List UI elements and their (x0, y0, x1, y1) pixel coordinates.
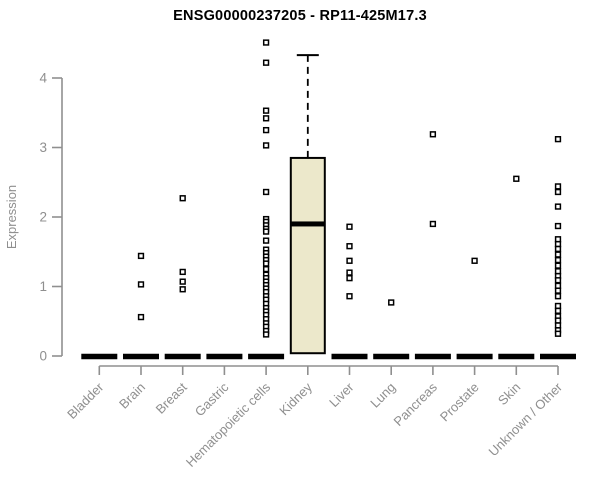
outlier-point (471, 257, 478, 264)
outlier-point (554, 136, 562, 143)
outlier-point (262, 237, 270, 244)
zero-median-bar (414, 353, 451, 360)
y-tick-label: 4 (39, 71, 47, 86)
x-tick-label: Breast (153, 379, 190, 416)
outlier-point (262, 228, 270, 235)
zero-median-bar (498, 353, 535, 360)
y-tick-label: 0 (39, 349, 47, 364)
outlier-point (554, 282, 562, 289)
zero-median-bar (456, 353, 493, 360)
outlier-point (262, 331, 270, 338)
outlier-point (554, 251, 562, 258)
outlier-point (554, 240, 562, 248)
x-tick-label: Unknown / Other (486, 379, 566, 459)
y-axis-title: Expression (4, 185, 19, 249)
outlier-point (346, 269, 353, 276)
zero-median-bar (373, 353, 410, 360)
outlier-point (388, 299, 395, 306)
outlier-point (554, 302, 562, 310)
outlier-point (554, 317, 562, 324)
zero-median-bar (540, 353, 576, 360)
x-tick-label: Gastric (192, 379, 232, 419)
x-tick-label: Skin (495, 380, 523, 408)
x-tick-label: Pancreas (391, 379, 441, 429)
x-tick-label: Bladder (64, 379, 107, 422)
outlier-point (262, 39, 270, 46)
outlier-point (554, 277, 562, 284)
outlier-point (554, 293, 562, 300)
outlier-point (262, 107, 270, 114)
zero-median-bar (81, 353, 118, 360)
chart-title: ENSG00000237205 - RP11-425M17.3 (173, 8, 427, 24)
x-tick-label: Kidney (276, 379, 315, 418)
y-tick-label: 1 (39, 279, 47, 294)
y-tick-label: 3 (39, 140, 47, 155)
zero-median-bar (331, 353, 368, 360)
outlier-point (262, 126, 270, 134)
outlier-point (179, 278, 186, 285)
box-kidney (289, 156, 326, 355)
x-tick-label: Liver (326, 379, 357, 410)
outlier-point (137, 313, 145, 321)
outlier-point (179, 268, 186, 276)
outlier-point (429, 220, 437, 228)
outlier-point (262, 59, 270, 66)
outlier-point (262, 188, 270, 196)
outlier-point (513, 175, 520, 182)
outlier-point (554, 307, 562, 314)
outlier-point (554, 322, 562, 329)
x-tick-label: Prostate (437, 380, 482, 425)
outlier-point (262, 265, 270, 273)
zero-median-bar (123, 353, 159, 360)
outlier-point (179, 286, 186, 293)
outlier-point (346, 275, 353, 282)
outlier-point (262, 142, 270, 149)
outlier-point (554, 236, 562, 243)
outlier-point (346, 223, 353, 230)
outlier-point (554, 262, 562, 269)
outlier-point (346, 243, 353, 250)
outlier-point (554, 183, 562, 190)
x-tick-label: Lung (367, 380, 398, 411)
zero-median-bar (164, 353, 201, 360)
outlier-point (262, 115, 270, 122)
zero-median-bar (206, 353, 243, 360)
outlier-point (554, 256, 562, 264)
outlier-point (346, 257, 353, 264)
outlier-point (137, 252, 145, 260)
outlier-point (429, 131, 437, 138)
outlier-point (554, 203, 562, 210)
outlier-point (262, 260, 270, 267)
outlier-point (554, 245, 562, 253)
outlier-point (554, 222, 562, 230)
outlier-point (554, 188, 562, 196)
median-line (290, 221, 325, 227)
outlier-point (554, 330, 562, 337)
x-tick-label: Brain (116, 380, 148, 412)
outlier-point (179, 195, 186, 202)
y-tick-label: 2 (39, 210, 47, 225)
outlier-point (346, 293, 353, 300)
zero-median-bar (248, 353, 285, 360)
outlier-point (554, 287, 562, 294)
outlier-point (137, 281, 145, 288)
outlier-point (554, 268, 562, 275)
